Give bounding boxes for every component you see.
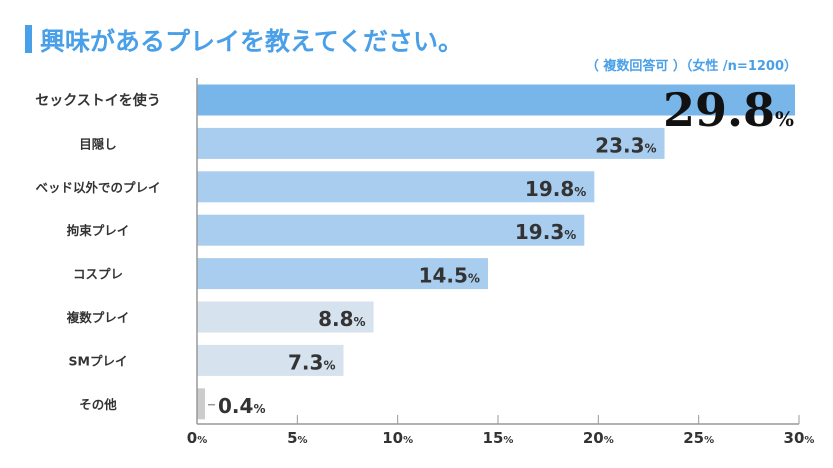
x-tick-value: 0 — [187, 429, 197, 447]
data-label-unit: % — [564, 228, 576, 242]
data-label-unit: % — [645, 141, 657, 155]
bar — [197, 84, 795, 116]
x-tick-label: 20% — [583, 429, 614, 447]
data-label-value: 8.8 — [318, 307, 353, 331]
data-label-unit: % — [354, 315, 366, 329]
x-tick-label: 25% — [683, 429, 714, 447]
data-label-unit: % — [323, 358, 335, 372]
data-label: 29.8% — [663, 83, 794, 137]
chart-subtitle: （ 複数回答可 ）（女性 /n=1200） — [585, 59, 797, 74]
x-tick-unit: % — [704, 435, 714, 446]
category-label: コスプレ — [73, 267, 123, 282]
x-tick-value: 5 — [287, 429, 297, 447]
category-label: 複数プレイ — [66, 310, 130, 325]
data-label: 19.8% — [525, 177, 586, 201]
x-tick-label: 15% — [483, 429, 514, 447]
x-tick-unit: % — [298, 435, 308, 446]
data-label-unit: % — [468, 272, 480, 286]
bar — [197, 388, 206, 420]
bar — [197, 127, 665, 159]
bar — [197, 344, 344, 376]
data-label-value: 0.4 — [218, 394, 253, 418]
x-tick-label: 10% — [382, 429, 413, 447]
x-tick-unit: % — [403, 435, 413, 446]
x-tick-unit: % — [604, 435, 614, 446]
data-label: 23.3% — [595, 133, 656, 157]
x-tick-value: 15 — [483, 429, 504, 447]
x-tick-unit: % — [804, 435, 814, 446]
data-label-value: 14.5 — [419, 264, 468, 288]
category-label: ベッド以外でのプレイ — [35, 180, 160, 195]
data-label-value: 7.3 — [288, 350, 323, 374]
x-tick-value: 10 — [382, 429, 403, 447]
data-label: 0.4% — [218, 394, 265, 418]
chart-title: 興味があるプレイを教えてください。 — [40, 27, 464, 56]
x-tick-label: 5% — [287, 429, 307, 447]
category-label: その他 — [79, 397, 117, 412]
x-tick-value: 20 — [583, 429, 604, 447]
data-label-value: 19.3 — [515, 220, 564, 244]
x-tick-value: 25 — [683, 429, 704, 447]
data-label: 7.3% — [288, 350, 335, 374]
data-label: 19.3% — [515, 220, 576, 244]
data-label: 14.5% — [419, 264, 480, 288]
bar — [197, 301, 374, 333]
bar — [197, 258, 488, 290]
data-label-value: 23.3 — [595, 133, 644, 157]
title-accent-bar — [25, 25, 32, 53]
category-label: 目隠し — [79, 136, 117, 151]
x-tick-unit: % — [197, 435, 207, 446]
data-label-unit: % — [253, 402, 265, 416]
category-label: セックストイを使う — [35, 92, 161, 109]
data-label: 8.8% — [318, 307, 365, 331]
bar — [197, 214, 585, 246]
data-label-unit: % — [775, 107, 794, 131]
data-label-value: 19.8 — [525, 177, 574, 201]
x-tick-value: 30 — [784, 429, 805, 447]
data-label-value: 29.8 — [663, 83, 775, 137]
data-label-unit: % — [574, 185, 586, 199]
category-label: 拘束プレイ — [67, 223, 130, 238]
bar — [197, 171, 595, 203]
x-tick-label: 0% — [187, 429, 207, 447]
category-label: SMプレイ — [69, 353, 128, 368]
x-tick-label: 30% — [784, 429, 815, 447]
x-tick-unit: % — [503, 435, 513, 446]
